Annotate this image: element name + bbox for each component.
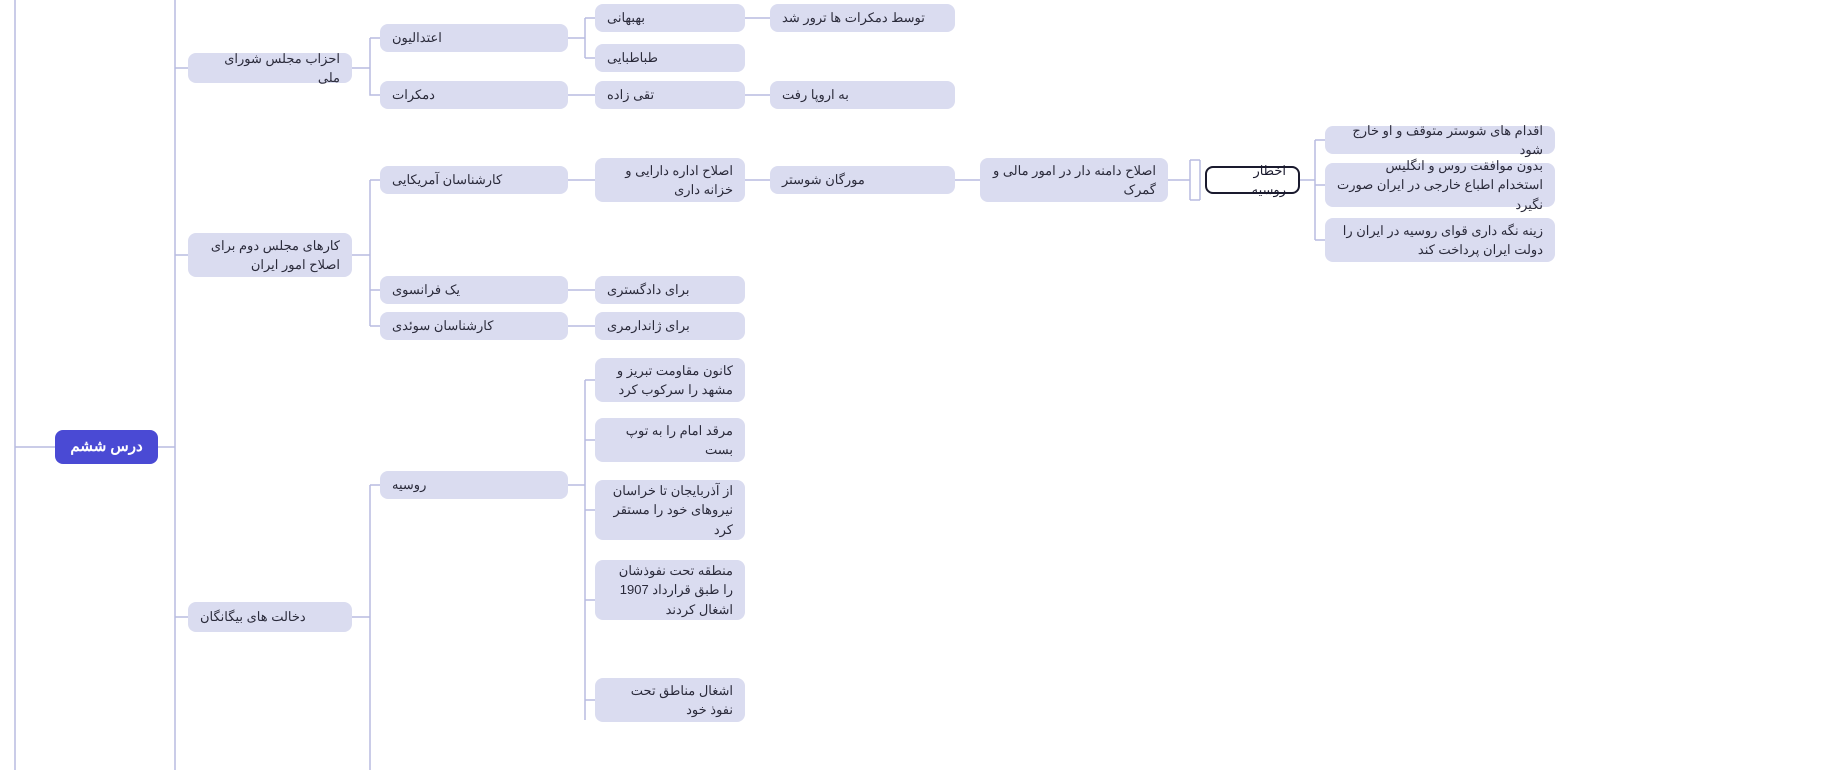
node-shuster[interactable]: مورگان شوستر <box>770 166 955 194</box>
node-etedal[interactable]: اعتدالیون <box>380 24 568 52</box>
node-behbahani[interactable]: بهبهانی <box>595 4 745 32</box>
node-russia-4[interactable]: منطقه تحت نفوذشان را طبق قرارداد 1907 اش… <box>595 560 745 620</box>
node-taghizadeh[interactable]: تقی زاده <box>595 81 745 109</box>
node-russia-3[interactable]: از آذربایجان تا خراسان نیروهای خود را مس… <box>595 480 745 540</box>
node-europe[interactable]: به اروپا رفت <box>770 81 955 109</box>
node-gendarmerie[interactable]: برای ژاندارمری <box>595 312 745 340</box>
node-american[interactable]: کارشناسان آمریکایی <box>380 166 568 194</box>
node-russia-1[interactable]: کانون مقاومت تبریز و مشهد را سرکوب کرد <box>595 358 745 402</box>
node-russia-2[interactable]: مرقد امام را به توپ بست <box>595 418 745 462</box>
node-warning-2[interactable]: بدون موافقت روس و انگلیس استخدام اطباع خ… <box>1325 163 1555 207</box>
node-warning-1[interactable]: اقدام های شوستر متوقف و او خارج شود <box>1325 126 1555 154</box>
node-russia-5[interactable]: اشغال مناطق تحت نفوذ خود <box>595 678 745 722</box>
node-swedish[interactable]: کارشناسان سوئدی <box>380 312 568 340</box>
node-behbahani-terror[interactable]: توسط دمکرات ها ترور شد <box>770 4 955 32</box>
node-treasury[interactable]: اصلاح اداره دارایی و خزانه داری <box>595 158 745 202</box>
node-reforms[interactable]: کارهای مجلس دوم برای اصلاح امور ایران <box>188 233 352 277</box>
node-shuster-reform[interactable]: اصلاح دامنه دار در امور مالی و گمرک <box>980 158 1168 202</box>
node-russia-warning[interactable]: اخطار روسیه <box>1205 166 1300 194</box>
node-russia[interactable]: روسیه <box>380 471 568 499</box>
node-democrat[interactable]: دمکرات <box>380 81 568 109</box>
node-warning-3[interactable]: زینه نگه داری قوای روسیه در ایران را دول… <box>1325 218 1555 262</box>
node-tabatabai[interactable]: طباطبایی <box>595 44 745 72</box>
connector-lines <box>0 0 1844 771</box>
root-node[interactable]: درس ششم <box>55 430 158 464</box>
node-french[interactable]: یک فرانسوی <box>380 276 568 304</box>
node-parties[interactable]: احزاب مجلس شورای ملی <box>188 53 352 83</box>
node-foreign[interactable]: دخالت های بیگانگان <box>188 602 352 632</box>
node-justice[interactable]: برای دادگستری <box>595 276 745 304</box>
